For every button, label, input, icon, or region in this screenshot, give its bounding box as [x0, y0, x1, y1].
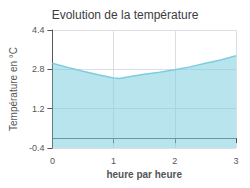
- svg-text:Température en °C: Température en °C: [8, 47, 19, 131]
- svg-text:2.8: 2.8: [32, 64, 45, 74]
- svg-text:4.4: 4.4: [32, 25, 45, 35]
- svg-text:1: 1: [111, 156, 116, 166]
- svg-text:-0.4: -0.4: [29, 143, 45, 153]
- svg-text:2: 2: [172, 156, 177, 166]
- svg-text:Evolution de la température: Evolution de la température: [52, 8, 199, 22]
- svg-text:1.2: 1.2: [32, 104, 45, 114]
- svg-text:3: 3: [233, 156, 238, 166]
- svg-text:0: 0: [50, 156, 55, 166]
- svg-text:heure par heure: heure par heure: [106, 169, 182, 180]
